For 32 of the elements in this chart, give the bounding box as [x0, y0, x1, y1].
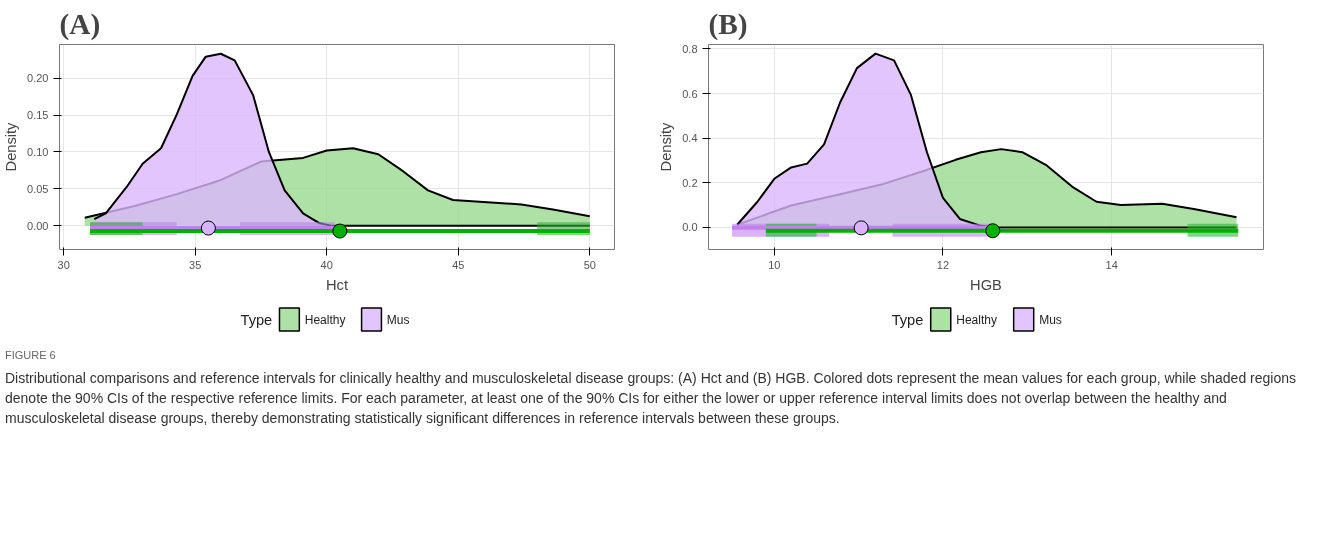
legend-label: Mus [386, 312, 410, 327]
y-tick-label: 0.0 [682, 221, 698, 234]
legend-label: Healthy [304, 312, 346, 327]
y-tick-label: 0.10 [27, 145, 49, 158]
y-tick-label: 0.8 [682, 42, 698, 55]
x-tick-label: 45 [452, 258, 465, 271]
chart-title: (B) [708, 7, 748, 41]
x-tick-label: 35 [189, 258, 202, 271]
legend-title: Type [891, 311, 924, 328]
y-axis-title: Density [3, 121, 20, 172]
legend-label: Healthy [956, 312, 997, 327]
x-tick-label: 50 [583, 258, 596, 271]
y-tick-label: 0.00 [27, 219, 49, 232]
y-tick-label: 0.4 [682, 132, 698, 145]
caption: FIGURE 6 [5, 348, 57, 363]
y-axis-title: Density [658, 121, 675, 172]
chart-title: (A) [59, 7, 101, 41]
x-tick-label: 14 [1105, 258, 1118, 271]
legend-title: Type [240, 311, 273, 328]
y-tick-label: 0.6 [682, 87, 698, 100]
y-tick-label: 0.2 [682, 176, 698, 189]
x-tick-label: 40 [320, 258, 333, 271]
y-tick-label: 0.20 [27, 72, 49, 85]
y-tick-label: 0.05 [27, 182, 49, 195]
x-axis-title: Hct [326, 276, 348, 293]
legend-label: Mus [1039, 312, 1062, 327]
text: Distributional comparisons and reference intervals for clinically healthy and musculoskeletal disease groups: (A) Hct and (B) HGB. Colored dots represent the mean values for each group, while shaded regions denote the 90% CIs of the respective reference limits. For each parameter, at least one of the 90% CIs for either the lower or upper reference interval limits does not overlap between the healthy and musculoskeletal disease groups, thereby demonstrating statistically significant differences in reference intervals between these groups. [5, 368, 1297, 429]
x-tick-label: 30 [57, 258, 70, 271]
x-tick-label: 10 [768, 258, 781, 271]
y-tick-label: 0.15 [27, 109, 49, 122]
x-axis-title: HGB [970, 276, 1002, 293]
x-tick-label: 12 [936, 258, 950, 271]
